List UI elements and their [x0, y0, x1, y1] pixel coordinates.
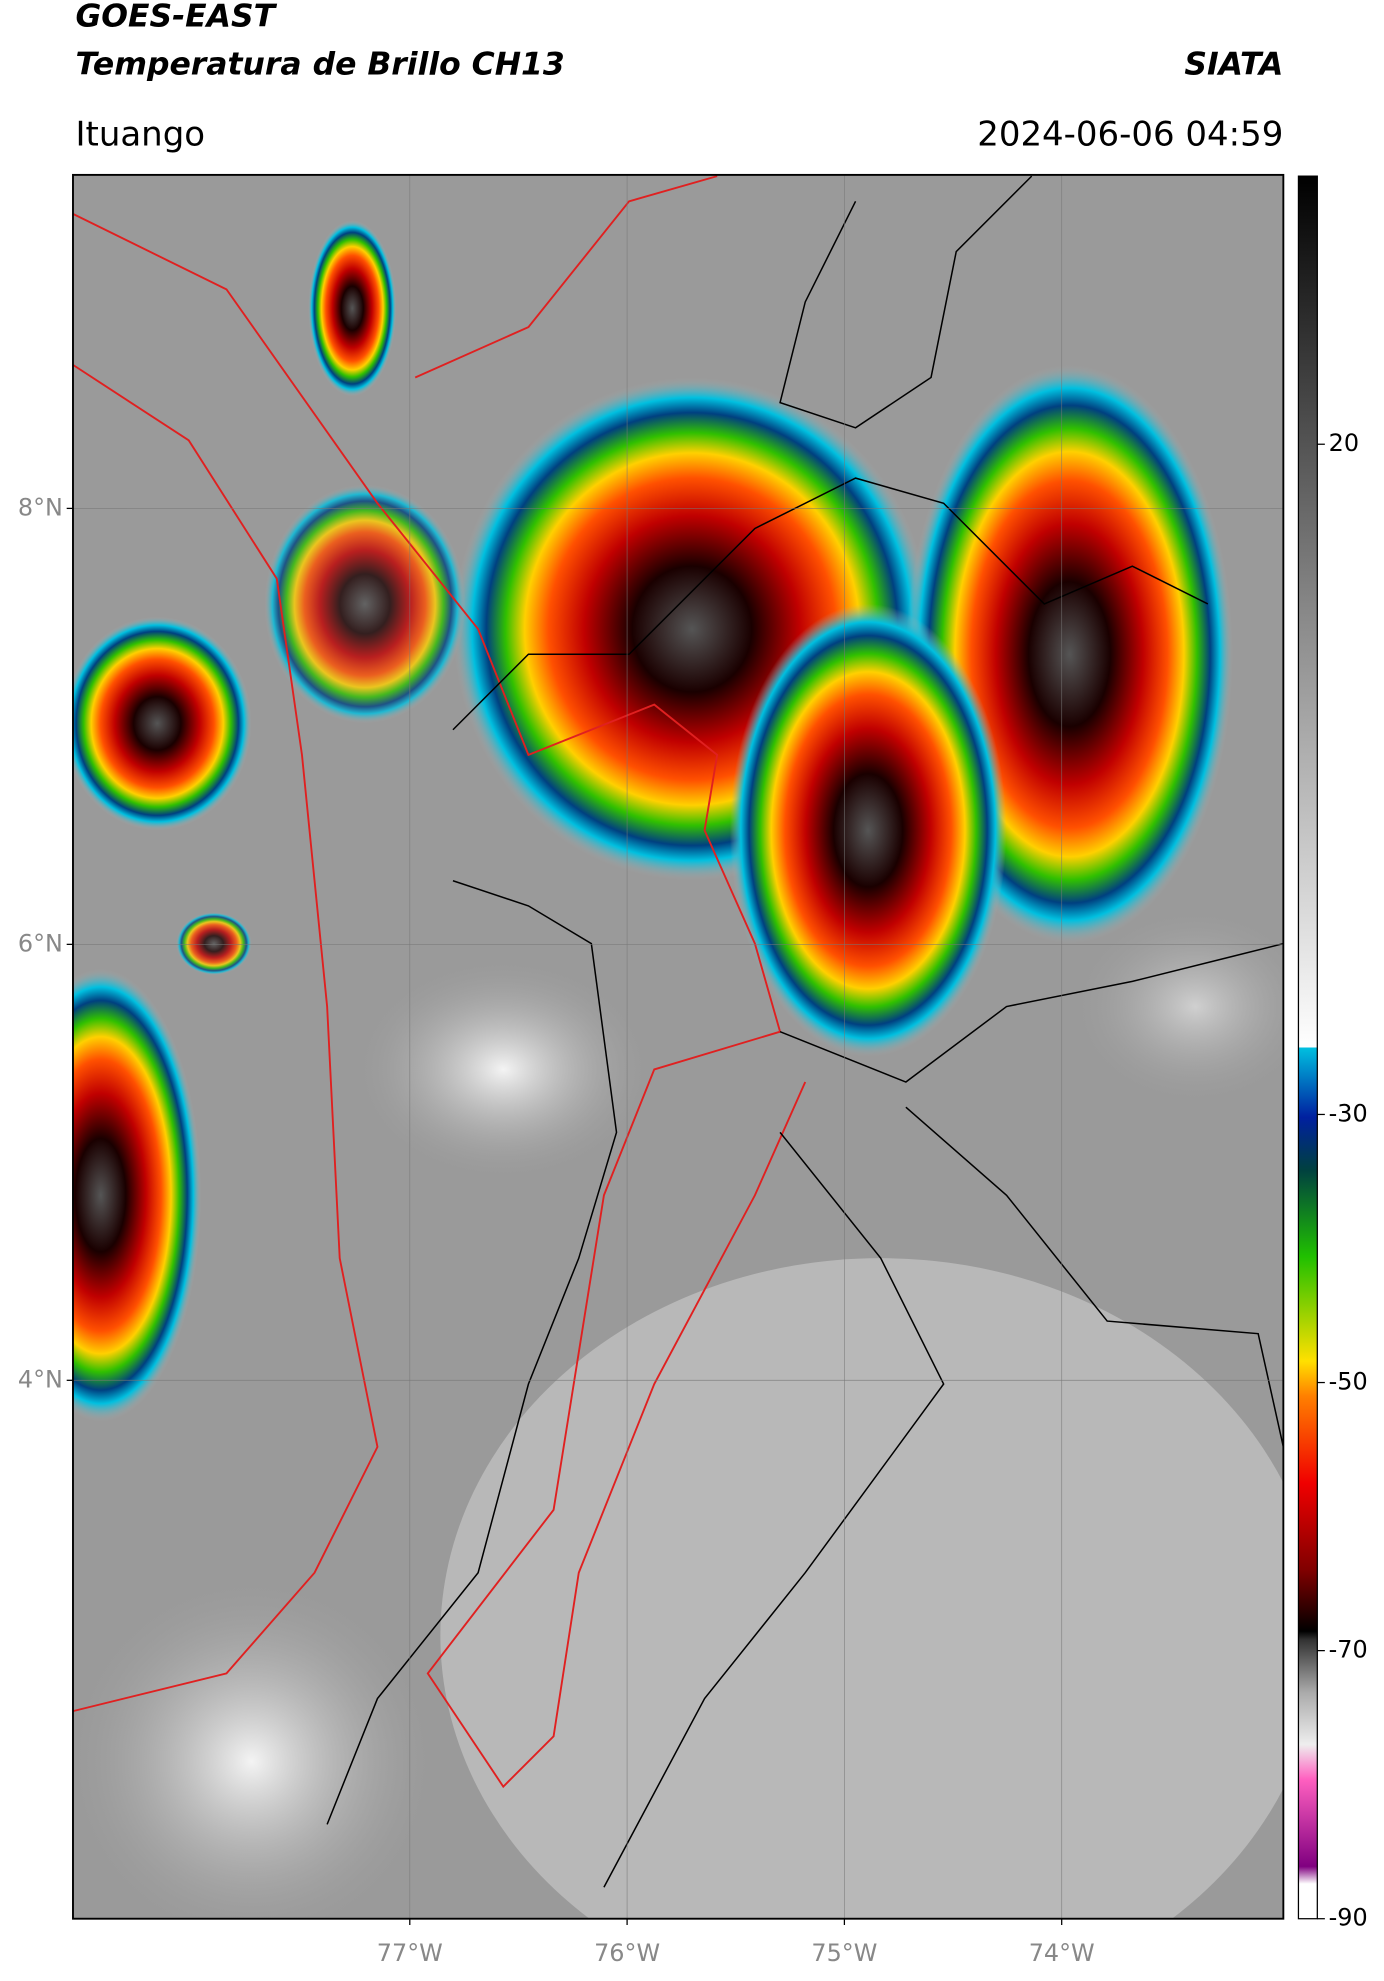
lon-tick-label: 74°W [1029, 1939, 1095, 1967]
storm-cell [308, 220, 397, 397]
coastline [72, 364, 379, 1713]
storm-cell [729, 603, 1007, 1057]
location: Ituango [75, 114, 205, 154]
grid [72, 174, 1284, 1919]
border [414, 175, 718, 379]
storm-cell [176, 912, 252, 976]
lat-tick-label: 4°N [18, 1365, 63, 1393]
colorbar [1297, 175, 1318, 1920]
cloud-field [440, 1258, 1284, 1919]
storm-cell [72, 616, 252, 831]
title-line1: GOES-EAST [75, 0, 277, 35]
lon-tick-label: 76°W [594, 1939, 660, 1967]
map-frame [72, 173, 1285, 1920]
lon-tick-label: 77°W [377, 1939, 443, 1967]
lat-tick-label: 8°N [18, 493, 63, 521]
source: SIATA [1184, 46, 1283, 82]
map-area [72, 174, 1284, 1919]
colorbar-tick-label: -50 [1329, 1368, 1368, 1396]
colorbar-tick-label: -30 [1329, 1099, 1368, 1127]
border [603, 1131, 945, 1888]
department-border [72, 213, 807, 1789]
colorbar-tick-label: -90 [1329, 1904, 1368, 1932]
border [779, 175, 1033, 429]
axes: 8°N 6°N 4°N 77°W 76°W 75°W 74°W 20 -30 -50 -70 -90 [18, 429, 1368, 1967]
border [452, 477, 1209, 731]
border [905, 1106, 1284, 1448]
lon-tick-label: 75°W [811, 1939, 877, 1967]
storm-cell [264, 484, 466, 724]
title-line2: Temperatura de Brillo CH13 [75, 46, 564, 82]
cloud-field [352, 956, 655, 1183]
timestamp: 2024-06-06 04:59 [977, 114, 1283, 154]
border [326, 880, 618, 1825]
lat-tick-label: 6°N [18, 929, 63, 957]
colorbar-tick-label: -70 [1329, 1636, 1368, 1664]
cloud-field [72, 1572, 441, 1919]
border [779, 942, 1284, 1083]
storm-cell [72, 968, 202, 1422]
colorbar-tick-label: 20 [1329, 429, 1359, 457]
